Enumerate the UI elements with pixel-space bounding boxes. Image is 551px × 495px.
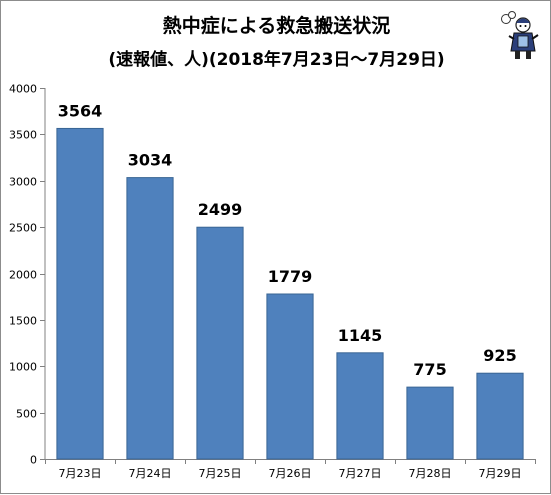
x-axis: 7月23日 7月24日 7月25日 7月26日 7月27日 7月28日 7月29日 <box>45 459 536 480</box>
data-label: 925 <box>483 346 516 365</box>
y-tick-label: 3500 <box>9 129 37 142</box>
y-tick-label: 1500 <box>9 315 37 328</box>
data-label: 2499 <box>198 200 243 219</box>
x-tick-label: 7月29日 <box>479 467 522 480</box>
x-tick-label: 7月23日 <box>59 467 102 480</box>
bars <box>56 127 524 460</box>
y-tick-label: 0 <box>30 454 37 467</box>
chart-title: 熱中症による救急搬送状況 <box>162 15 391 37</box>
y-axis: 0 500 1000 1500 2000 2500 3000 3500 4000 <box>9 83 46 467</box>
bar <box>196 226 244 460</box>
bar <box>476 372 524 460</box>
bar <box>406 386 454 460</box>
y-tick-label: 3000 <box>9 176 37 189</box>
data-label: 1145 <box>338 326 383 345</box>
bar <box>266 293 314 460</box>
y-tick-label: 2500 <box>9 222 37 235</box>
y-tick-label: 2000 <box>9 269 37 282</box>
data-label: 3034 <box>128 151 173 170</box>
data-label: 3564 <box>58 101 103 120</box>
bar <box>336 352 384 460</box>
x-tick-label: 7月25日 <box>199 467 242 480</box>
y-tick-label: 1000 <box>9 361 37 374</box>
y-tick-label: 4000 <box>9 83 37 96</box>
x-tick-label: 7月26日 <box>269 467 312 480</box>
bar <box>56 127 104 460</box>
mascot-illustration <box>501 11 539 59</box>
data-label: 1779 <box>268 267 313 286</box>
y-tick-label: 500 <box>16 408 37 421</box>
data-labels: 3564 3034 2499 1779 1145 775 925 <box>58 101 517 379</box>
x-tick-label: 7月27日 <box>339 467 382 480</box>
chart-subtitle: (速報値、人)(2018年7月23日〜7月29日) <box>108 50 445 70</box>
x-tick-label: 7月24日 <box>129 467 172 480</box>
data-label: 775 <box>413 360 446 379</box>
x-tick-label: 7月28日 <box>409 467 452 480</box>
bar <box>126 177 174 460</box>
